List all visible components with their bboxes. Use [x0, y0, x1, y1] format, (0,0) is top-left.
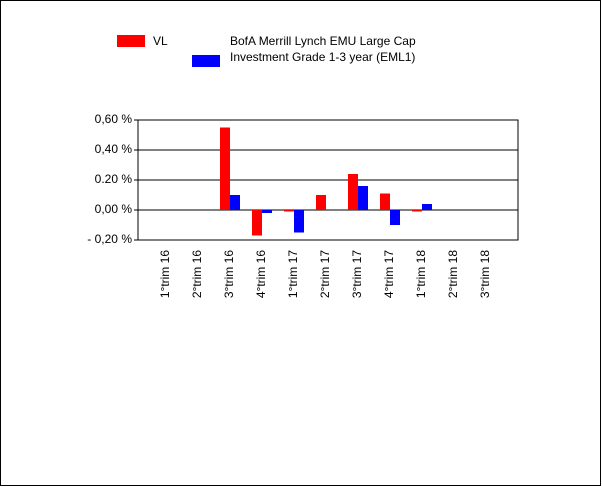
bar [262, 210, 272, 213]
x-tick-label: 4°trim 16 [254, 250, 268, 298]
x-tick-label: 4°trim 17 [382, 250, 396, 298]
bar [390, 210, 400, 225]
x-tick-label: 3°trim 17 [350, 250, 364, 298]
legend-label: BofA Merrill Lynch EMU Large Cap Investm… [230, 34, 416, 64]
x-tick-label: 3°trim 18 [478, 250, 492, 298]
y-tick-label: 0,40 % [95, 142, 133, 156]
bar [294, 210, 304, 233]
x-tick-label: 1°trim 16 [158, 250, 172, 298]
bar [316, 195, 326, 210]
bar [348, 174, 358, 210]
x-tick-label: 1°trim 17 [286, 250, 300, 298]
bar [220, 127, 230, 210]
bar [358, 186, 368, 210]
legend-swatch [192, 55, 220, 67]
bar [252, 210, 262, 236]
x-tick-label: 2°trim 16 [190, 250, 204, 298]
y-tick-label: 0,00 % [95, 202, 133, 216]
bar [412, 210, 422, 212]
bar [422, 204, 432, 210]
bar [380, 193, 390, 210]
legend-label: VL [153, 34, 168, 48]
y-tick-label: - 0,20 % [87, 232, 132, 246]
bar [284, 210, 294, 212]
x-tick-label: 1°trim 18 [414, 250, 428, 298]
y-tick-label: 0.20 % [95, 172, 133, 186]
x-tick-label: 2°trim 17 [318, 250, 332, 298]
y-tick-label: 0,60 % [95, 112, 133, 126]
bar [230, 195, 240, 210]
x-tick-label: 3°trim 16 [222, 250, 236, 298]
x-tick-label: 2°trim 18 [446, 250, 460, 298]
legend-swatch [117, 35, 145, 47]
